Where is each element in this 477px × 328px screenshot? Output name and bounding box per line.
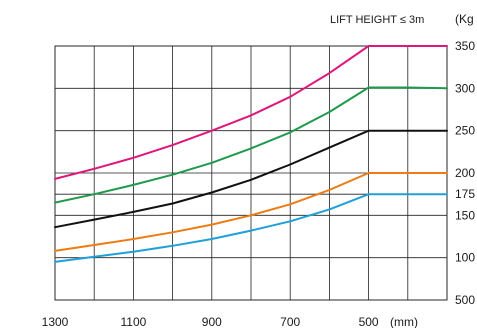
y-tick-label: 500	[455, 293, 475, 307]
x-tick-label: 500	[359, 315, 379, 328]
series-line-1	[54, 45, 448, 180]
chart-annotation: LIFT HEIGHT ≤ 3m	[330, 14, 424, 26]
y-tick-label: 300	[455, 81, 475, 95]
x-tick-label: 1300	[42, 315, 69, 328]
series-line-4	[54, 172, 448, 252]
x-axis-label: (mm)	[390, 315, 418, 328]
y-axis-tick-labels: 350 300 250 200 175 150 100 500	[455, 39, 475, 307]
series-line-5	[54, 193, 448, 263]
y-tick-label: 175	[455, 187, 475, 201]
y-tick-label: 200	[455, 166, 475, 180]
x-tick-label: 900	[202, 315, 222, 328]
y-tick-label: 100	[455, 251, 475, 265]
series-line-3	[54, 129, 448, 229]
y-axis-label: (Kg	[455, 12, 474, 26]
chart-series	[54, 45, 448, 263]
y-tick-label: 350	[455, 39, 475, 53]
y-tick-label: 150	[455, 208, 475, 222]
x-tick-label: 700	[280, 315, 300, 328]
series-line-2	[54, 86, 448, 204]
x-tick-label: 1100	[120, 315, 146, 328]
y-tick-label: 250	[455, 124, 475, 138]
x-axis-tick-labels: 1300 1100 900 700 500	[42, 315, 379, 328]
